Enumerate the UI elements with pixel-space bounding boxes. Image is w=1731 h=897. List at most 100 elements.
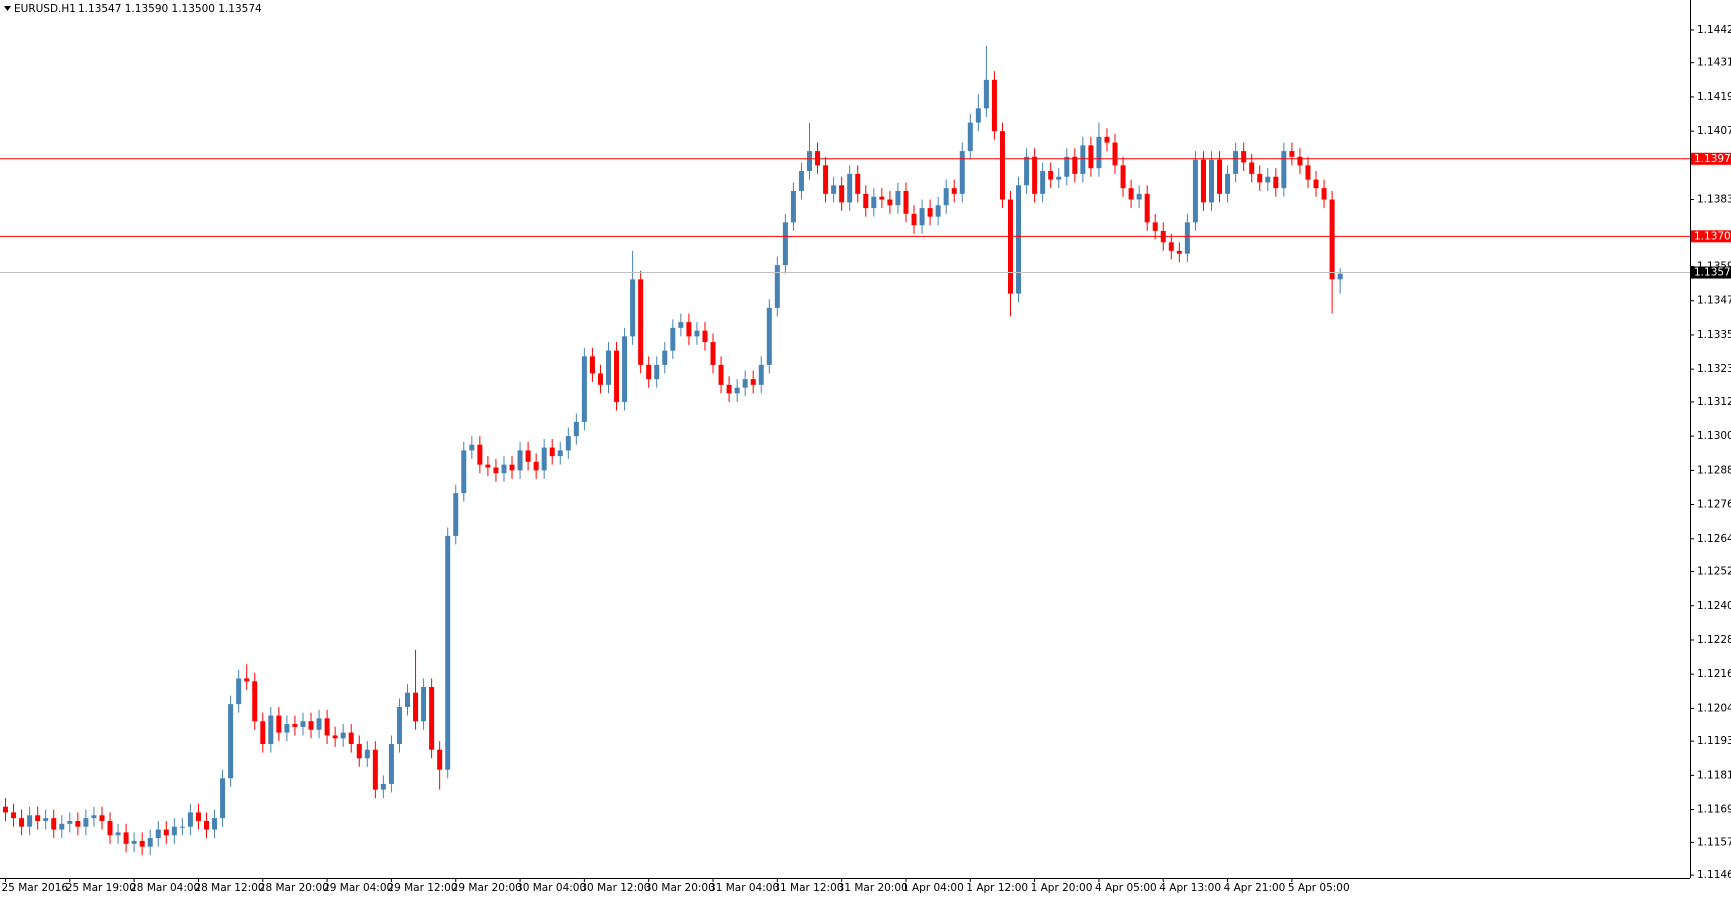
candle-body — [493, 467, 499, 474]
candle-body — [1144, 193, 1150, 223]
candle-body — [726, 384, 732, 394]
candle-body — [1040, 171, 1046, 194]
y-tick-label: 1.14190 — [1697, 91, 1731, 103]
candle-body — [316, 718, 322, 730]
candle-body — [1233, 151, 1239, 174]
candle-body — [1200, 159, 1206, 203]
symbol-menu[interactable] — [4, 6, 11, 11]
candle-body — [911, 213, 917, 226]
candle-body — [823, 165, 829, 194]
candle-body — [1249, 162, 1255, 174]
candle-body — [622, 336, 628, 402]
y-tick-label: 1.13000 — [1697, 430, 1731, 442]
x-tick-label: 1 Apr 20:00 — [1031, 882, 1093, 894]
x-tick-label: 25 Mar 2016 — [2, 882, 69, 894]
candle-body — [871, 196, 877, 209]
candle-body — [710, 342, 716, 365]
candle-body — [525, 450, 531, 462]
candle-body — [139, 840, 145, 847]
candle-body — [597, 373, 603, 385]
y-tick-label: 1.12165 — [1697, 668, 1731, 680]
candle-body — [11, 812, 17, 819]
candle-body — [1217, 159, 1223, 194]
candle-body — [686, 322, 692, 337]
candle-body — [991, 79, 997, 132]
y-tick-label: 1.13120 — [1697, 396, 1731, 408]
candle-body — [1265, 176, 1271, 183]
price-tag — [1691, 230, 1731, 243]
candle-body — [501, 464, 507, 474]
candle-body — [638, 279, 644, 365]
candle-body — [517, 450, 523, 471]
candle-body — [1192, 159, 1198, 223]
x-tick-label: 29 Mar 04:00 — [323, 882, 393, 894]
y-tick-label: 1.14425 — [1697, 24, 1731, 36]
candle-body — [292, 724, 298, 727]
candle-body — [421, 687, 427, 722]
candle-body — [879, 196, 885, 200]
y-tick-label: 1.12285 — [1697, 634, 1731, 646]
candle-body — [268, 715, 274, 745]
candle-body — [1088, 145, 1094, 169]
y-tick-label: 1.12640 — [1697, 533, 1731, 545]
candle-body — [179, 826, 185, 828]
candle-body — [123, 832, 129, 844]
candle-body — [300, 721, 306, 727]
price-tag-label: 1.13574 — [1694, 267, 1731, 279]
candle-body — [702, 330, 708, 343]
candle-body — [99, 815, 105, 821]
candle-body — [429, 687, 435, 750]
candle-body — [766, 307, 772, 365]
candle-body — [790, 190, 796, 223]
candle-body — [1152, 222, 1158, 231]
candle-body — [195, 812, 201, 821]
candle-body — [260, 721, 266, 745]
candle-body — [1168, 242, 1174, 251]
candle-body — [228, 704, 234, 779]
candle-body — [1032, 156, 1038, 194]
candle-body — [983, 79, 989, 109]
price-tag — [1691, 152, 1731, 165]
candle-body — [549, 447, 555, 457]
candle-body — [461, 450, 467, 494]
candle-body — [734, 387, 740, 394]
candle-body — [163, 829, 169, 836]
candle-body — [1321, 188, 1327, 200]
candle-body — [1273, 176, 1279, 189]
candle-body — [1297, 156, 1303, 166]
candle-body — [1313, 179, 1319, 189]
candle-body — [1289, 151, 1295, 157]
candle-body — [469, 444, 475, 451]
chart-title: EURUSD.H1 — [14, 3, 76, 15]
candle-body — [380, 783, 386, 790]
candle-body — [1064, 156, 1070, 177]
candle-body — [1305, 165, 1311, 180]
candle-body — [750, 379, 756, 385]
x-tick-label: 31 Mar 12:00 — [773, 882, 843, 894]
candle-body — [509, 464, 515, 471]
candle-body — [1209, 159, 1214, 203]
y-tick-label: 1.11460 — [1697, 869, 1731, 881]
candle-body — [147, 838, 153, 847]
candle-body — [212, 818, 218, 830]
candle-body — [614, 350, 620, 402]
candle-body — [959, 151, 965, 194]
candle-body — [646, 364, 652, 380]
candle-body — [670, 327, 676, 351]
candle-body — [244, 678, 250, 682]
candle-body — [340, 732, 346, 739]
candle-body — [348, 732, 354, 745]
candle-body — [204, 820, 209, 830]
candle-body — [356, 744, 362, 759]
candle-body — [1176, 250, 1182, 254]
candle-body — [782, 222, 788, 266]
candle-body — [630, 279, 636, 337]
candle-body — [694, 330, 700, 337]
candle-body — [43, 818, 49, 821]
y-tick-label: 1.12880 — [1697, 464, 1731, 476]
candle-body — [606, 350, 611, 385]
candle-body — [1024, 156, 1030, 186]
candle-body — [1072, 156, 1078, 174]
candle-body — [388, 744, 394, 784]
